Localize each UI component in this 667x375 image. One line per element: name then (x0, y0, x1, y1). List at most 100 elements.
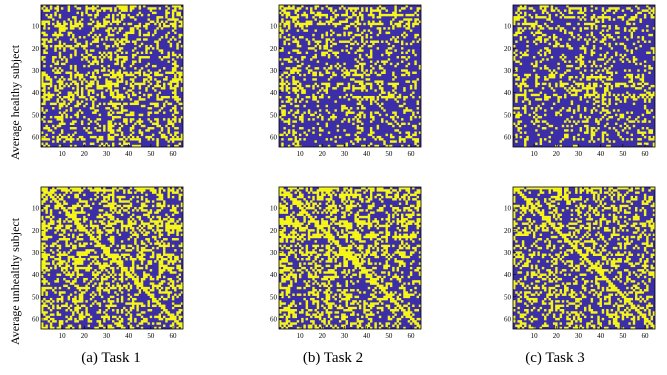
heatmap-cells (76, 304, 79, 308)
heatmap-cells (178, 76, 181, 79)
heatmap-cells (541, 226, 545, 230)
y-tick-label: 20 (270, 45, 278, 53)
heatmap-cells (67, 295, 71, 299)
heatmap-cells (92, 27, 95, 30)
heatmap-cells (581, 244, 585, 248)
heatmap-cells (336, 82, 344, 86)
heatmap-cells (354, 213, 360, 217)
heatmap-cells (116, 49, 122, 52)
heatmap-cells (575, 229, 580, 232)
heatmap-cells (323, 44, 329, 48)
heatmap-cells (615, 113, 618, 117)
heatmap-cells (283, 58, 291, 61)
heatmap-cells (312, 93, 315, 97)
heatmap-cells (546, 244, 551, 248)
heatmap-cells (409, 84, 413, 88)
heatmap-cells (156, 95, 159, 99)
heatmap-cells (394, 195, 400, 199)
heatmap-cells (590, 31, 594, 35)
heatmap-cells (109, 76, 117, 79)
heatmap-cells (92, 29, 95, 32)
heatmap-cells (517, 127, 523, 130)
heatmap-cells (334, 16, 337, 19)
heatmap-cells (118, 198, 122, 201)
heatmap-cells (281, 113, 286, 117)
heatmap-cells (87, 282, 91, 285)
heatmap-cells (376, 246, 380, 250)
heatmap-cells (555, 206, 558, 210)
heatmap-cells (58, 122, 66, 126)
heatmap-cells (412, 124, 417, 128)
heatmap-cells (412, 80, 417, 83)
heatmap-cells (376, 47, 380, 50)
heatmap-cells (597, 122, 600, 126)
heatmap-cells (167, 242, 170, 245)
heatmap-cells (559, 251, 563, 254)
heatmap-cells (575, 242, 578, 245)
heatmap-cells (279, 115, 282, 119)
heatmap-cells (307, 47, 315, 50)
heatmap-cells (595, 95, 600, 99)
heatmap-cells (58, 67, 62, 70)
heatmap-cells (577, 231, 580, 234)
heatmap-cells (325, 297, 331, 301)
heatmap-cells (92, 226, 95, 230)
heatmap-cells (577, 11, 585, 15)
heatmap-cells (612, 226, 616, 230)
heatmap-cells (515, 53, 518, 57)
heatmap-cells (158, 7, 162, 10)
heatmap-cells (85, 202, 88, 205)
heatmap-cells (381, 71, 386, 74)
heatmap-cells (352, 282, 355, 285)
heatmap-cells (43, 44, 48, 48)
heatmap-cells (107, 129, 115, 132)
heatmap-cells (127, 275, 135, 279)
y-tick-label: 10 (32, 205, 40, 213)
heatmap-cells (646, 258, 649, 261)
heatmap-cells (383, 204, 386, 208)
heatmap-cells (167, 282, 170, 285)
heatmap-cells (330, 16, 333, 19)
heatmap-cells (303, 262, 306, 265)
heatmap-cells (535, 142, 538, 145)
heatmap-cells (347, 51, 351, 55)
heatmap-cells (96, 27, 99, 30)
heatmap-cells (65, 224, 73, 228)
heatmap-cells (89, 224, 99, 228)
heatmap-cells (528, 253, 536, 256)
heatmap-cells (296, 51, 302, 55)
heatmap-cells (180, 291, 184, 294)
heatmap-cells (524, 109, 527, 112)
heatmap-cells (174, 289, 177, 292)
heatmap-cells (303, 218, 306, 221)
heatmap-cells (125, 31, 135, 35)
heatmap-cells (526, 218, 531, 221)
heatmap-cells (584, 233, 587, 237)
heatmap-cells (112, 320, 115, 323)
heatmap-cells (321, 304, 324, 308)
heatmap-cells (154, 78, 157, 81)
heatmap-cells (147, 293, 155, 296)
heatmap-cells (103, 251, 110, 254)
heatmap-cells (418, 20, 422, 23)
heatmap-cells (305, 244, 309, 248)
heatmap-cells (361, 58, 364, 61)
heatmap-cells (285, 29, 289, 32)
heatmap-cells (570, 84, 574, 88)
heatmap-cells (314, 82, 317, 86)
heatmap-cells (385, 322, 391, 325)
heatmap-cells (109, 93, 115, 97)
heatmap-cells (519, 246, 523, 250)
heatmap-cells (345, 200, 348, 203)
heatmap-cells (283, 244, 286, 248)
heatmap-cells (80, 87, 84, 90)
heatmap-cells (41, 253, 51, 256)
heatmap-cells (325, 16, 329, 19)
heatmap-cells (363, 29, 366, 32)
heatmap-cells (369, 231, 375, 234)
heatmap-cells (96, 271, 102, 274)
heatmap-cells (630, 31, 634, 35)
heatmap-cells (603, 53, 607, 57)
heatmap-cells (568, 242, 574, 245)
heatmap-cells (145, 64, 148, 68)
